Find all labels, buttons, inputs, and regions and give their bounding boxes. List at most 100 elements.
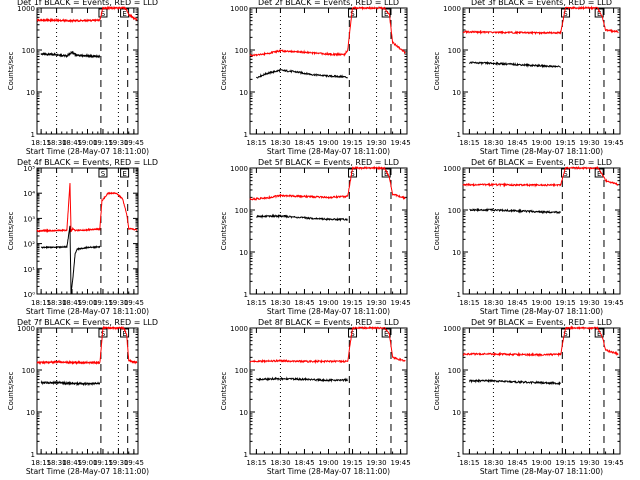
series-line-lld (249, 165, 406, 201)
y-axis-label: Counts/sec (220, 212, 228, 251)
x-tick-label: 19:00 (531, 139, 551, 147)
start-marker: S (98, 168, 108, 178)
x-axis-label: Start Time (28-May-07 18:11:00) (480, 307, 603, 316)
y-tick-label: 1000 (230, 165, 248, 173)
series-line-events (40, 225, 101, 295)
x-tick-label: 19:45 (390, 299, 410, 307)
x-axis-label: Start Time (28-May-07 18:11:00) (480, 467, 603, 476)
series-line-events (40, 379, 101, 387)
x-axis-label: Start Time (28-May-07 18:11:00) (26, 307, 149, 316)
x-tick-label: 18:45 (62, 459, 82, 467)
x-tick-label: 19:45 (390, 139, 410, 147)
marker-box (120, 168, 130, 178)
panel-title: Det 2f BLACK = Events, RED = LLD (258, 0, 399, 7)
y-tick-label: 10¹ (23, 266, 35, 274)
x-tick-label: 18:45 (507, 459, 527, 467)
x-tick-label: 19:30 (579, 299, 599, 307)
y-tick-label: 1000 (230, 5, 248, 13)
marker-label: E (122, 10, 126, 18)
end-marker: E (381, 328, 391, 338)
marker-label: E (384, 330, 388, 338)
panel-title: Det 3f BLACK = Events, RED = LLD (471, 0, 612, 7)
series-line-events (468, 378, 561, 386)
x-tick-label: 19:30 (579, 139, 599, 147)
x-tick-label: 18:45 (507, 299, 527, 307)
y-tick-label: 1 (457, 451, 461, 459)
y-tick-label: 10 (26, 409, 35, 417)
x-tick-label: 19:30 (108, 459, 128, 467)
marker-label: E (597, 10, 601, 18)
x-axis-label: Start Time (28-May-07 18:11:00) (480, 147, 603, 156)
marker-label: S (350, 10, 355, 18)
end-marker: E (120, 168, 130, 178)
y-tick-label: 1000 (443, 325, 461, 333)
y-axis-label: Counts/sec (7, 212, 15, 251)
start-marker: S (561, 8, 571, 18)
y-tick-label: 10 (239, 249, 248, 257)
panel-det-7: Det 7f BLACK = Events, RED = LLD 1 10 100 10… (7, 318, 158, 476)
y-tick-label: 100 (448, 367, 461, 375)
panel-title: Det 5f BLACK = Events, RED = LLD (258, 158, 399, 167)
x-tick-label: 19:15 (555, 299, 575, 307)
x-tick-label: 19:15 (342, 299, 362, 307)
series-line-lld (462, 325, 619, 358)
marker-box (594, 8, 604, 18)
marker-label: S (563, 170, 568, 178)
end-marker: E (381, 168, 391, 178)
y-axis-label: Counts/sec (220, 52, 228, 91)
y-tick-label: 1000 (443, 5, 461, 13)
x-tick-label: 18:15 (31, 299, 51, 307)
x-tick-label: 19:30 (579, 459, 599, 467)
marker-box (381, 168, 391, 178)
start-marker: S (98, 8, 108, 18)
x-tick-label: 18:30 (483, 299, 503, 307)
series-line-events (468, 60, 562, 69)
y-tick-label: 10 (452, 249, 461, 257)
panel-title: Det 8f BLACK = Events, RED = LLD (258, 318, 399, 327)
panel-det-5: Det 5f BLACK = Events, RED = LLD 1 10 100 10… (220, 158, 411, 316)
y-tick-label: 100 (22, 367, 35, 375)
marker-label: S (563, 10, 568, 18)
x-tick-label: 19:45 (124, 139, 144, 147)
y-tick-label: 1 (244, 291, 248, 299)
marker-label: E (384, 170, 388, 178)
x-tick-label: 19:00 (318, 299, 338, 307)
panel-title: Det 9f BLACK = Events, RED = LLD (471, 318, 612, 327)
x-tick-label: 18:15 (246, 139, 266, 147)
plot-frame (462, 167, 621, 295)
x-tick-label: 18:30 (46, 299, 66, 307)
x-tick-label: 19:00 (318, 139, 338, 147)
y-tick-label: 100 (22, 47, 35, 55)
x-axis-label: Start Time (28-May-07 18:11:00) (267, 147, 390, 156)
panel-det-8: Det 8f BLACK = Events, RED = LLD 1 10 100 10… (220, 318, 411, 476)
panel-det-1: Det 1f BLACK = Events, RED = LLD 1 10 100 10… (7, 0, 158, 156)
x-tick-label: 18:15 (459, 459, 479, 467)
plot-frame (462, 327, 621, 455)
y-tick-label: 100 (448, 207, 461, 215)
x-tick-label: 19:45 (124, 299, 144, 307)
y-tick-label: 10 (452, 409, 461, 417)
y-tick-label: 10 (239, 409, 248, 417)
x-tick-label: 18:30 (483, 139, 503, 147)
y-tick-label: 1 (31, 131, 35, 139)
x-tick-label: 19:45 (390, 459, 410, 467)
x-tick-label: 18:45 (62, 299, 82, 307)
end-marker: E (381, 8, 391, 18)
marker-box (594, 328, 604, 338)
y-axis-label: Counts/sec (433, 372, 441, 411)
x-tick-label: 18:15 (31, 139, 51, 147)
plot-frame (36, 327, 139, 455)
series-line-lld (249, 5, 406, 57)
plot-frame (462, 7, 621, 135)
y-tick-label: 10⁴ (23, 190, 35, 198)
x-tick-label: 19:30 (366, 459, 386, 467)
end-marker: E (594, 8, 604, 18)
x-tick-label: 18:45 (294, 139, 314, 147)
series-line-events (469, 207, 562, 215)
marker-label: S (101, 170, 106, 178)
x-tick-label: 18:15 (246, 459, 266, 467)
y-tick-label: 10 (239, 89, 248, 97)
x-tick-label: 18:15 (459, 299, 479, 307)
y-tick-label: 10⁵ (23, 165, 35, 173)
marker-label: E (122, 330, 126, 338)
